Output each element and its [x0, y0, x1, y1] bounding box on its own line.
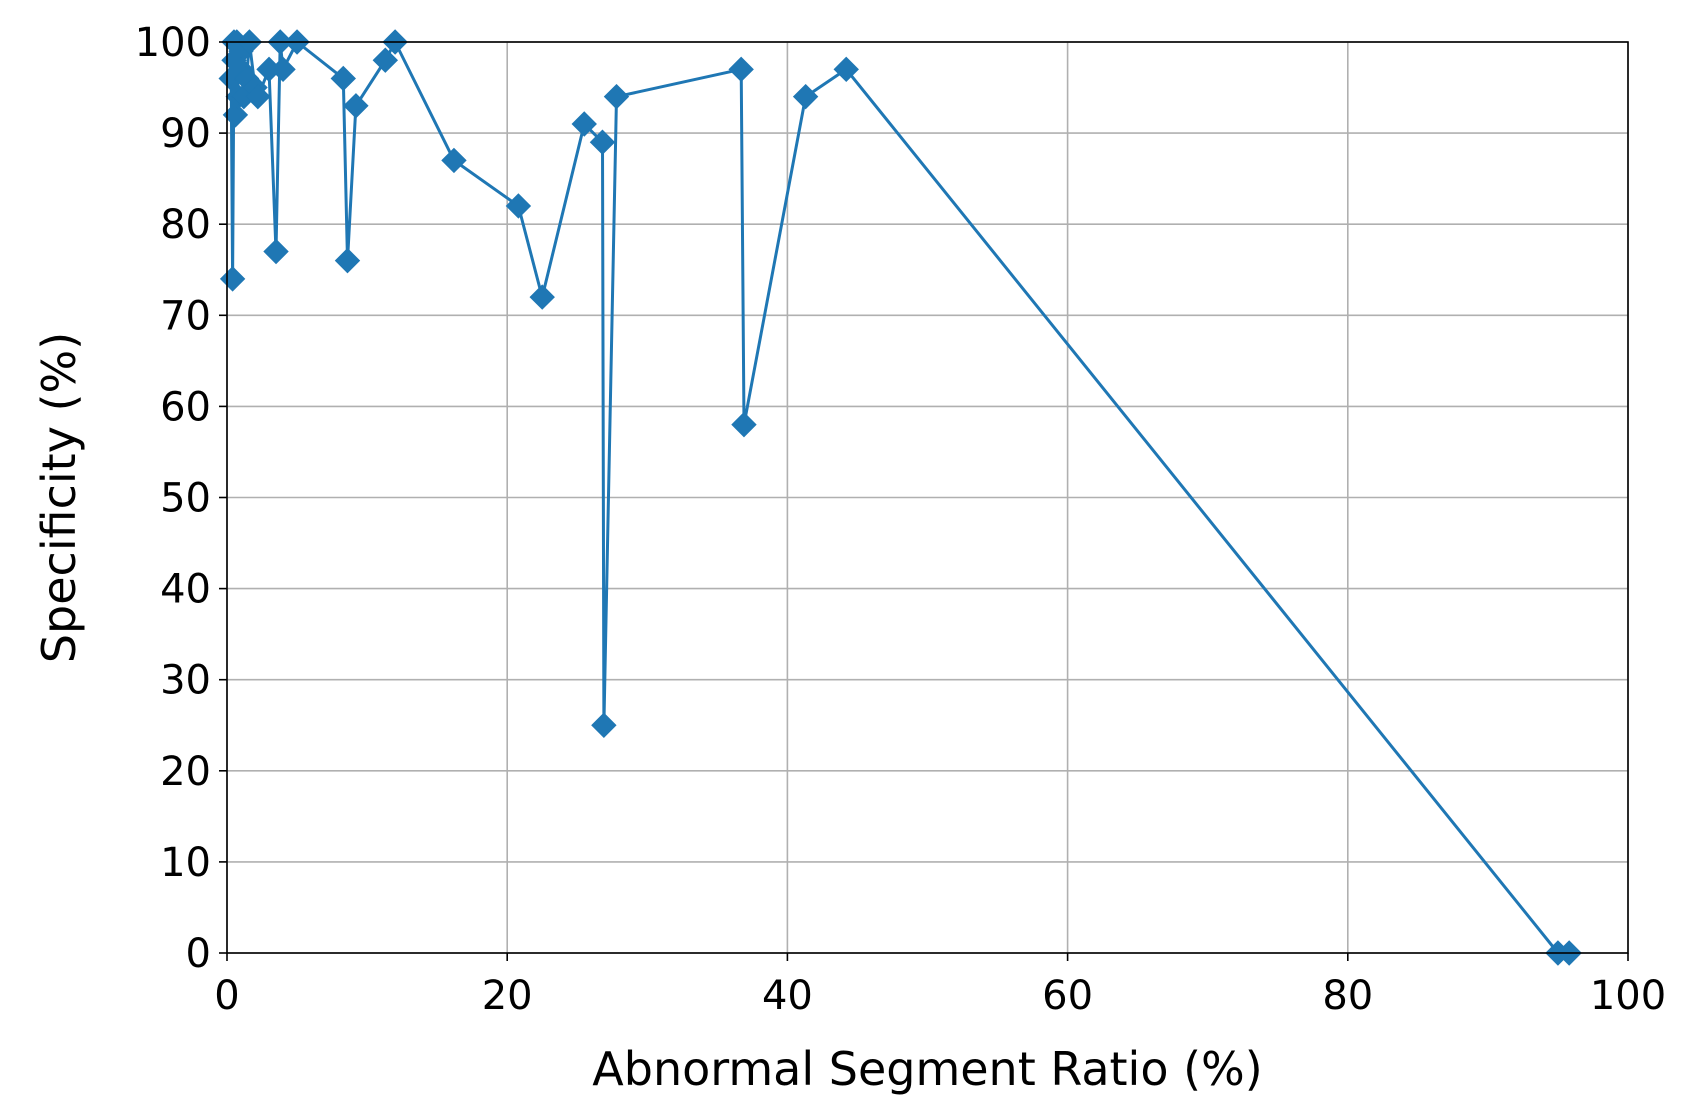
x-tick-label: 0: [214, 973, 239, 1019]
data-point: [270, 56, 296, 83]
y-tick-label: 30: [160, 658, 211, 704]
data-point: [833, 56, 859, 83]
data-point: [441, 147, 467, 174]
y-tick-label: 80: [160, 202, 211, 248]
x-tick-label: 80: [1322, 973, 1373, 1019]
data-point: [245, 83, 271, 110]
data-point: [505, 193, 532, 219]
data-point: [731, 411, 757, 438]
data-point: [343, 93, 369, 119]
data-point: [219, 266, 246, 292]
y-tick-label: 90: [160, 111, 211, 157]
data-point: [330, 65, 356, 92]
data-point: [589, 129, 616, 155]
y-tick-label: 50: [160, 476, 211, 522]
data-point: [728, 56, 754, 83]
data-point: [334, 247, 361, 274]
y-axis-label: Specificity (%): [32, 332, 86, 663]
y-tick-label: 40: [160, 567, 211, 613]
y-tick-label: 70: [160, 293, 211, 339]
data-point: [792, 83, 819, 110]
x-tick-label: 100: [1590, 973, 1666, 1019]
y-tick-label: 60: [160, 384, 211, 430]
y-tick-label: 100: [135, 20, 211, 66]
data-point: [591, 712, 617, 738]
data-point: [603, 83, 630, 110]
y-tick-label: 10: [160, 840, 211, 886]
x-axis-label: Abnormal Segment Ratio (%): [592, 1042, 1262, 1096]
data-point: [372, 47, 399, 73]
x-tick-label: 20: [482, 973, 533, 1019]
data-point: [571, 111, 597, 137]
grid-lines: [226, 41, 1629, 954]
y-tick-label: 20: [160, 749, 211, 795]
x-tick-label: 60: [1042, 973, 1093, 1019]
data-point: [263, 238, 289, 265]
y-tick-label: 0: [186, 931, 211, 977]
axis-ticks: 0 20 40 60 80 100 0 10 20 30 40 50 60 70 80 90 100: [135, 20, 1667, 1019]
x-tick-label: 40: [762, 973, 813, 1019]
data-point: [529, 284, 555, 310]
